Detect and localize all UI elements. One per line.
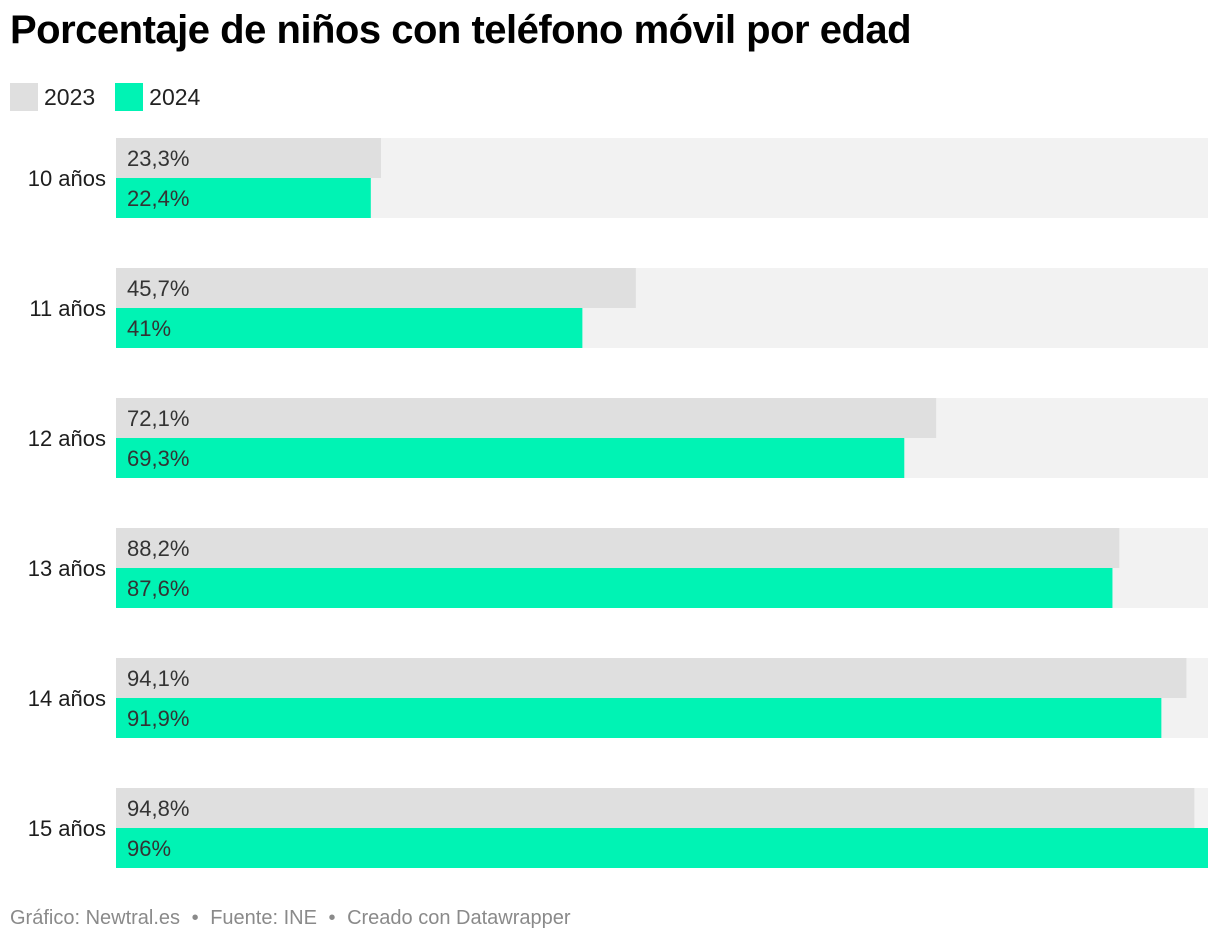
bar-2023	[116, 138, 382, 178]
bar-2024	[116, 698, 1162, 738]
legend-item-2023: 2023	[10, 83, 95, 111]
bar-2024	[116, 568, 1113, 608]
legend-label-2023: 2023	[44, 83, 96, 110]
data-label-2024: 69,3%	[127, 446, 189, 471]
data-label-2024: 91,9%	[127, 706, 189, 731]
footer-credit: Gráfico: Newtral.es	[10, 907, 181, 929]
category-label: 11 años	[29, 296, 106, 321]
legend-swatch-2023	[10, 83, 38, 111]
bar-2023	[116, 398, 937, 438]
data-label-2023: 88,2%	[127, 536, 189, 561]
data-label-2024: 87,6%	[127, 576, 189, 601]
footer-source: Fuente: INE	[210, 907, 317, 929]
legend-swatch-2024	[115, 83, 144, 111]
bar-2024	[116, 438, 905, 478]
bar-2023	[116, 268, 636, 308]
data-label-2024: 96%	[127, 836, 171, 861]
category-label: 15 años	[28, 816, 106, 841]
data-label-2023: 94,1%	[127, 666, 189, 691]
category-label: 13 años	[28, 556, 106, 581]
category-label: 14 años	[28, 686, 106, 711]
footer: Gráfico: Newtral.es • Fuente: INE • Crea…	[10, 907, 571, 930]
category-label: 12 años	[28, 426, 106, 451]
bar-2023	[116, 528, 1120, 568]
bar-2024	[116, 828, 1208, 868]
bar-chart: 10 años 23,3% 22,4% 11 años 45,7% 41% 12 años 7…	[28, 138, 1208, 868]
data-label-2024: 41%	[127, 316, 171, 341]
bar-2024	[116, 178, 371, 218]
data-label-2023: 45,7%	[127, 276, 189, 301]
category-label: 10 años	[28, 166, 106, 191]
bar-2024	[116, 308, 583, 348]
data-label-2023: 72,1%	[127, 406, 189, 431]
legend: 2023 2024	[10, 82, 220, 112]
data-label-2024: 22,4%	[127, 186, 189, 211]
data-label-2023: 94,8%	[127, 796, 189, 821]
bar-2023	[116, 658, 1187, 698]
data-label-2023: 23,3%	[127, 146, 189, 171]
bar-2023	[116, 788, 1195, 828]
footer-separator: •	[328, 907, 336, 929]
footer-tool: Creado con Datawrapper	[347, 907, 571, 929]
footer-separator: •	[191, 907, 199, 929]
chart-title: Porcentaje de niños con teléfono móvil p…	[10, 8, 912, 52]
legend-label-2024: 2024	[149, 83, 201, 110]
legend-item-2024: 2024	[115, 83, 200, 111]
